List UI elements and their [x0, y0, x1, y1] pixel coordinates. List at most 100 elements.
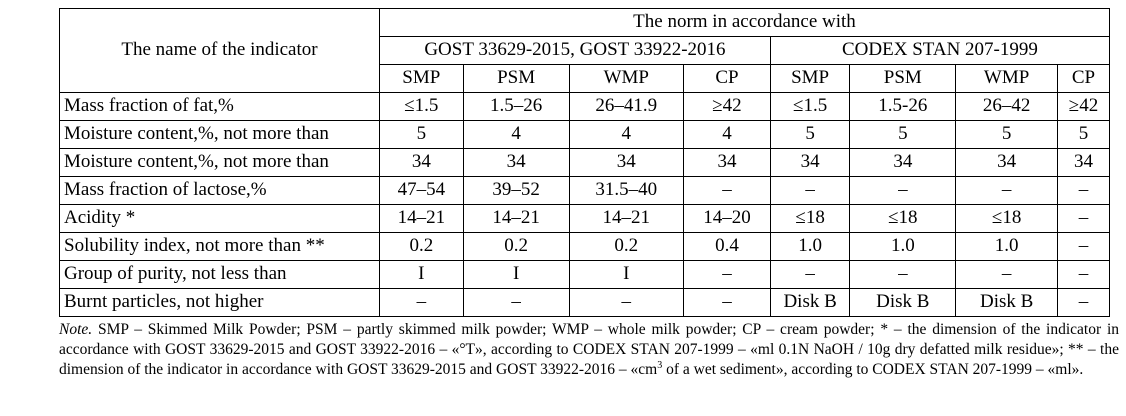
- value-cell: 34: [769, 148, 851, 177]
- column-header-cp-codex: CP: [1056, 64, 1111, 93]
- value-cell: –: [378, 288, 464, 317]
- column-header-smp-codex: SMP: [769, 64, 851, 93]
- value-cell: 4: [462, 120, 570, 149]
- table-row: Burnt particles, not higher – – – – Disk B Dis…: [59, 288, 1111, 317]
- value-cell: 1.0: [849, 232, 957, 261]
- table-row: Moisture content,%, not more than 5 4 4 4 5 5 5…: [59, 120, 1111, 149]
- value-cell: –: [1056, 176, 1111, 205]
- table-row: Moisture content,%, not more than 34 34 34 3…: [59, 148, 1111, 177]
- value-cell: 34: [378, 148, 464, 177]
- value-cell: 26–41.9: [568, 92, 685, 121]
- indicator-name-cell: Mass fraction of fat,%: [59, 92, 380, 121]
- value-cell: 0.2: [568, 232, 685, 261]
- value-cell: –: [1056, 260, 1111, 289]
- value-cell: 1.0: [769, 232, 851, 261]
- indicator-name-cell: Moisture content,%, not more than: [59, 148, 380, 177]
- value-cell: I: [568, 260, 685, 289]
- column-header-psm-codex: PSM: [849, 64, 957, 93]
- value-cell: –: [769, 260, 851, 289]
- value-cell: 14–20: [683, 204, 771, 233]
- codex-standard-header: CODEX STAN 207-1999: [769, 36, 1111, 65]
- value-cell: 34: [568, 148, 685, 177]
- value-cell: I: [462, 260, 570, 289]
- value-cell: –: [568, 288, 685, 317]
- value-cell: 0.4: [683, 232, 771, 261]
- value-cell: 1.5-26: [849, 92, 957, 121]
- value-cell: 34: [955, 148, 1058, 177]
- value-cell: 4: [683, 120, 771, 149]
- value-cell: 31.5–40: [568, 176, 685, 205]
- value-cell: ≥42: [683, 92, 771, 121]
- indicator-name-cell: Acidity *: [59, 204, 380, 233]
- value-cell: ≤1.5: [769, 92, 851, 121]
- indicator-name-cell: Group of purity, not less than: [59, 260, 380, 289]
- value-cell: –: [683, 260, 771, 289]
- indicator-name-cell: Solubility index, not more than **: [59, 232, 380, 261]
- value-cell: 34: [1056, 148, 1111, 177]
- value-cell: 26–42: [955, 92, 1058, 121]
- indicator-name-cell: Burnt particles, not higher: [59, 288, 380, 317]
- table-row: Group of purity, not less than I I I – – – – –: [59, 260, 1111, 289]
- value-cell: –: [1056, 232, 1111, 261]
- value-cell: 14–21: [462, 204, 570, 233]
- table-body: Mass fraction of fat,% ≤1.5 1.5–26 26–41.9 ≥…: [59, 92, 1111, 317]
- table-header: The name of the indicator The norm in ac…: [59, 8, 1111, 93]
- table-note: Note. SMP – Skimmed Milk Powder; PSM – p…: [59, 320, 1119, 380]
- value-cell: 1.0: [955, 232, 1058, 261]
- value-cell: –: [1056, 204, 1111, 233]
- note-text-end: of a wet sediment», according to CODEX S…: [662, 361, 1084, 379]
- value-cell: ≥42: [1056, 92, 1111, 121]
- value-cell: –: [1056, 288, 1111, 317]
- value-cell: –: [955, 260, 1058, 289]
- table-row: Mass fraction of fat,% ≤1.5 1.5–26 26–41.9 ≥…: [59, 92, 1111, 121]
- value-cell: I: [378, 260, 464, 289]
- value-cell: Disk B: [769, 288, 851, 317]
- indicator-name-cell: Mass fraction of lactose,%: [59, 176, 380, 205]
- value-cell: 14–21: [378, 204, 464, 233]
- value-cell: 14–21: [568, 204, 685, 233]
- value-cell: 34: [462, 148, 570, 177]
- value-cell: ≤18: [849, 204, 957, 233]
- table-row: Solubility index, not more than ** 0.2 0.2…: [59, 232, 1111, 261]
- value-cell: –: [683, 176, 771, 205]
- note-label: Note.: [59, 321, 93, 338]
- indicator-column-header: The name of the indicator: [59, 8, 380, 93]
- milk-powder-norms-table: The name of the indicator The norm in ac…: [59, 8, 1111, 317]
- value-cell: 4: [568, 120, 685, 149]
- note-text: SMP – Skimmed Milk Powder; PSM – partly …: [59, 321, 1119, 379]
- value-cell: 5: [1056, 120, 1111, 149]
- value-cell: –: [955, 176, 1058, 205]
- value-cell: 5: [849, 120, 957, 149]
- value-cell: 34: [683, 148, 771, 177]
- value-cell: 5: [769, 120, 851, 149]
- column-header-wmp-gost: WMP: [568, 64, 685, 93]
- value-cell: ≤18: [769, 204, 851, 233]
- value-cell: 5: [955, 120, 1058, 149]
- norm-group-header: The norm in accordance with: [378, 8, 1111, 37]
- note-superscript: 3: [657, 360, 663, 372]
- value-cell: –: [462, 288, 570, 317]
- value-cell: –: [769, 176, 851, 205]
- value-cell: –: [849, 176, 957, 205]
- value-cell: ≤18: [955, 204, 1058, 233]
- value-cell: 1.5–26: [462, 92, 570, 121]
- table-row: Mass fraction of lactose,% 47–54 39–52 31.5…: [59, 176, 1111, 205]
- column-header-psm-gost: PSM: [462, 64, 570, 93]
- value-cell: –: [683, 288, 771, 317]
- value-cell: 39–52: [462, 176, 570, 205]
- value-cell: 34: [849, 148, 957, 177]
- value-cell: Disk B: [849, 288, 957, 317]
- gost-standard-header: GOST 33629-2015, GOST 33922-2016: [378, 36, 771, 65]
- table-row: Acidity * 14–21 14–21 14–21 14–20 ≤18 ≤18 ≤18–: [59, 204, 1111, 233]
- value-cell: –: [849, 260, 957, 289]
- indicator-name-cell: Moisture content,%, not more than: [59, 120, 380, 149]
- value-cell: 5: [378, 120, 464, 149]
- column-header-cp-gost: CP: [683, 64, 771, 93]
- column-header-wmp-codex: WMP: [955, 64, 1058, 93]
- value-cell: ≤1.5: [378, 92, 464, 121]
- value-cell: 47–54: [378, 176, 464, 205]
- value-cell: Disk B: [955, 288, 1058, 317]
- document-content: The name of the indicator The norm in ac…: [59, 8, 1126, 380]
- value-cell: 0.2: [462, 232, 570, 261]
- column-header-smp-gost: SMP: [378, 64, 464, 93]
